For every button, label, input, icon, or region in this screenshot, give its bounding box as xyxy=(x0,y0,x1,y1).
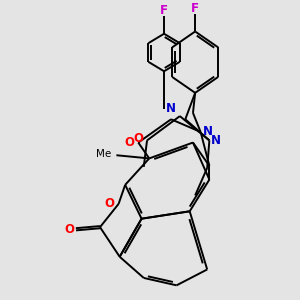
Text: O: O xyxy=(124,136,134,149)
Text: N: N xyxy=(211,134,221,147)
Text: O: O xyxy=(105,197,115,210)
Text: N: N xyxy=(203,125,213,139)
Text: O: O xyxy=(133,132,143,146)
Text: F: F xyxy=(191,2,199,15)
Text: Me: Me xyxy=(95,149,111,159)
Text: F: F xyxy=(160,4,168,16)
Text: N: N xyxy=(166,102,176,115)
Text: O: O xyxy=(65,223,75,236)
